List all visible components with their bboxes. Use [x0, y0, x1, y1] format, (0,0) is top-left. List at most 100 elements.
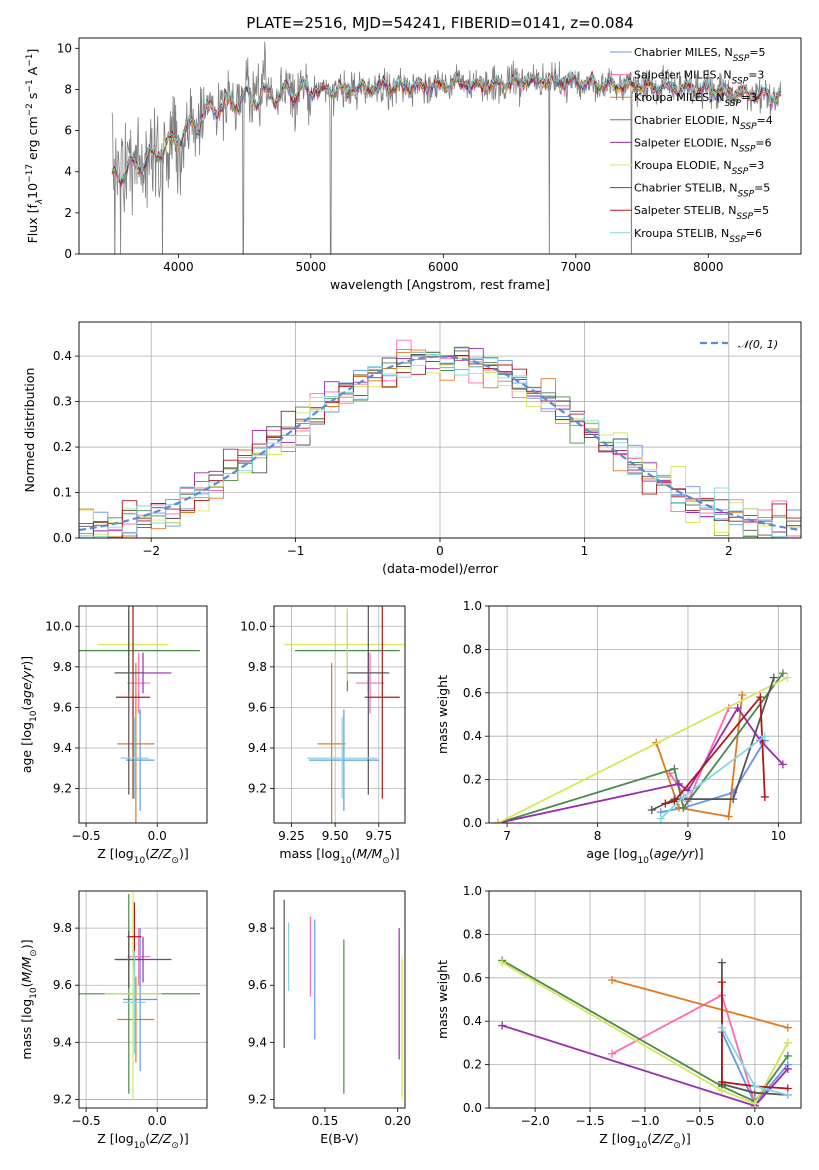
x-tick-label: 8000	[693, 260, 724, 274]
label-part: )]	[179, 1131, 189, 1146]
weight-point-salpeter-elodie	[778, 760, 787, 769]
x-tick-label: −0.5	[685, 1114, 714, 1128]
label-part: (	[145, 1131, 150, 1146]
x-tick-label: −2.0	[521, 1114, 550, 1128]
weight-point-kroupa-stelib	[656, 814, 665, 823]
x-axis-label: Z [log10(Z/Z⊙)]	[97, 1131, 188, 1151]
weight-point-salpeter-elodie	[733, 703, 742, 712]
label-part: E(B-V)	[320, 1131, 359, 1146]
weight-line-kroupa-miles	[611, 979, 789, 1029]
label-part: Z/Z	[149, 846, 172, 861]
weight-point-salpeter-elodie	[674, 779, 683, 788]
x-tick-label: −1.0	[630, 1114, 659, 1128]
weight-point-chabrier-stelib	[729, 795, 738, 804]
label-part: Kroupa STELIB, N	[634, 227, 729, 240]
y-tick-label: 0.8	[463, 642, 482, 656]
weight-point-salpeter-stelib	[670, 797, 679, 806]
label-part: )]	[681, 1131, 691, 1146]
label-part: age/yr	[654, 846, 695, 861]
x-tick-label: 0.0	[745, 1114, 764, 1128]
legend-label: 𝒩(0, 1)	[738, 338, 778, 351]
label-part: λ	[35, 199, 45, 205]
weight-point-salpeter-elodie	[498, 1021, 507, 1030]
y-tick-label: 9.6	[248, 700, 267, 714]
axes-frame	[273, 605, 406, 824]
x-tick-label: 0.20	[384, 1114, 411, 1128]
label-part: ⊙	[382, 856, 390, 866]
y-tick-label: 10	[57, 41, 72, 55]
label-part: (	[352, 846, 357, 861]
label-part: (	[145, 846, 150, 861]
legend-label: Chabrier STELIB, NSSP=5	[634, 182, 770, 200]
label-part: )]	[19, 656, 34, 666]
weight-point-chabrier-elodie	[783, 1051, 792, 1060]
x-axis-label: Z [log10(Z/Z⊙)]	[599, 1131, 690, 1151]
label-part: SSP	[740, 122, 757, 132]
normal-reference-curve	[79, 355, 801, 532]
model-spectrum-salpeter-stelib	[111, 70, 782, 184]
mass-vs-metallicity-panel: −0.5 0.09.29.49.69.8Z [log10(Z/Z⊙)]mass […	[19, 890, 208, 1151]
label-part: ⊙	[673, 1141, 681, 1151]
label-part: erg cm	[25, 116, 40, 164]
label-part: Kroupa ELODIE, N	[634, 159, 732, 172]
x-axis-label: Z [log10(Z/Z⊙)]	[97, 846, 188, 866]
y-tick-label: 0.4	[463, 729, 482, 743]
y-tick-label: 9.8	[248, 660, 267, 674]
age-vs-metallicity-panel: −0.5 0.09.29.49.69.810.0Z [log10(Z/Z⊙)]ag…	[19, 605, 208, 866]
label-part: A	[25, 66, 40, 79]
weight-line-chabrier-elodie	[501, 959, 789, 1103]
label-part: ⊙	[171, 1141, 179, 1151]
model-spectrum-kroupa-miles	[112, 73, 782, 189]
x-tick-label: −0.5	[72, 1114, 101, 1128]
weight-point-kroupa-miles	[738, 690, 747, 699]
label-part: Z/Z	[651, 1131, 674, 1146]
y-tick-label: 0.0	[463, 1101, 482, 1115]
x-tick-label: 0.0	[148, 829, 167, 843]
axes-frame	[78, 605, 208, 824]
y-axis-label: Normed distribution	[22, 368, 37, 493]
weight-line-salpeter-stelib	[721, 982, 788, 1090]
weight-point-salpeter-stelib	[760, 792, 769, 801]
axes-frame	[78, 37, 802, 255]
x-axis-label: age [log10(age/yr)]	[586, 846, 703, 866]
weight-point-kroupa-stelib	[679, 792, 688, 801]
weight-point-salpeter-stelib	[717, 978, 726, 987]
y-axis-label: age [log10(age/yr)]	[19, 656, 39, 773]
y-axis-label: Flux [fλ10−17 erg cm−2 s−1 A−1]	[25, 49, 45, 244]
axes-frame	[78, 890, 208, 1109]
weight-line-kroupa-miles	[655, 694, 744, 818]
x-tick-label: 9.25	[278, 829, 305, 843]
label-part: M/M	[357, 846, 383, 861]
legend-label: Salpeter MILES, NSSP=3	[634, 69, 764, 87]
label-part: −1	[25, 79, 35, 92]
y-tick-label: 9.6	[248, 978, 267, 992]
weight-vs-metallicity-panel: −2.0 −1.5 −1.0 −0.5 0.0 0.0 0.2 0.4 0.6 0.8 1.0 Z […	[435, 884, 802, 1151]
label-part: 10	[29, 710, 39, 722]
weight-point-chabrier-elodie	[670, 764, 679, 773]
weight-point-kroupa-stelib	[783, 1090, 792, 1099]
label-part: ⊙	[29, 949, 39, 957]
label-part: (	[647, 1131, 652, 1146]
x-tick-label: 8	[594, 829, 602, 843]
y-tick-label: 0.0	[463, 816, 482, 830]
label-part: Z [log	[97, 846, 133, 861]
y-tick-label: 1.0	[463, 884, 482, 898]
y-tick-label: 9.4	[53, 1035, 72, 1049]
y-tick-label: 0.4	[53, 349, 72, 363]
axes-frame	[78, 321, 802, 539]
label-part: =5	[754, 182, 770, 195]
label-part: 10	[636, 1141, 648, 1151]
label-part: −2	[25, 103, 35, 116]
weight-point-chabrier-elodie	[679, 803, 688, 812]
label-part: −1	[25, 54, 35, 67]
label-part: 10	[25, 183, 40, 199]
x-axis-label: E(B-V)	[320, 1131, 359, 1146]
x-tick-label: 0	[436, 544, 444, 558]
weight-line-kroupa-elodie	[501, 961, 789, 1105]
legend-label: Salpeter ELODIE, NSSP=6	[634, 136, 772, 154]
legend-label: Chabrier ELODIE, NSSP=4	[634, 114, 773, 132]
label-part: Salpeter STELIB, N	[634, 204, 736, 217]
y-tick-label: 0.1	[53, 486, 72, 500]
weight-line-salpeter-stelib	[665, 694, 766, 805]
label-part: SSP	[724, 99, 741, 109]
